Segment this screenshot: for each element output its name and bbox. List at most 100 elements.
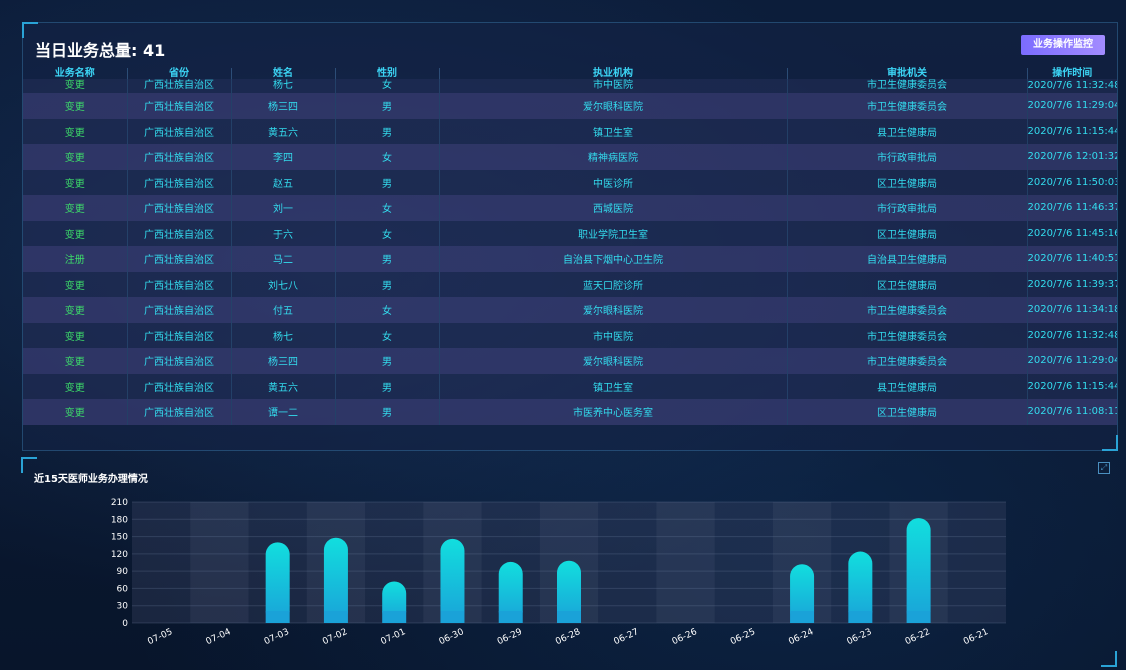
bar-base xyxy=(382,611,407,623)
table-cell: 广西壮族自治区 xyxy=(126,195,231,221)
business-monitor-button[interactable]: 业务操作监控 xyxy=(1021,35,1105,55)
table-cell: 区卫生健康局 xyxy=(786,220,1027,246)
table-cell: 市卫生健康委员会 xyxy=(786,79,1027,93)
table-body: 变更 广西壮族自治区 杨七女市中医院 市卫生健康委员会 2020/7/6 11:32:4… xyxy=(23,79,1117,425)
table-cell: 广西壮族自治区 xyxy=(126,118,231,144)
table-cell: 2020/7/6 11:15:44 xyxy=(1026,118,1117,144)
table-cell: 女 xyxy=(334,220,439,246)
table-row[interactable]: 变更 广西壮族自治区 黄五六男镇卫生室 县卫生健康局 2020/7/6 11:15:44 xyxy=(23,373,1117,399)
table-cell: 黄五六 xyxy=(230,373,335,399)
business-table-panel: 当日业务总量: 41 业务操作监控 业务名称 省份 姓名 性别 执业机构 审批机关 操作时间… xyxy=(22,22,1118,451)
column-header: 操作时间 xyxy=(1026,68,1117,79)
x-tick-label: 06-27 xyxy=(612,627,640,647)
corner-decoration xyxy=(21,457,37,473)
y-tick-label: 180 xyxy=(111,515,128,525)
chart-title: 近15天医师业务办理情况 xyxy=(34,474,148,485)
table-cell: 市中医院 xyxy=(438,79,787,93)
y-tick-label: 30 xyxy=(117,602,129,612)
table-cell: 爱尔眼科医院 xyxy=(438,297,787,323)
column-header: 姓名 xyxy=(230,68,335,79)
table-row[interactable]: 变更 广西壮族自治区 黄五六男镇卫生室 县卫生健康局 2020/7/6 11:15:44 xyxy=(23,118,1117,144)
x-tick-label: 06-24 xyxy=(787,627,815,647)
table-row[interactable]: 变更 广西壮族自治区 李四女精神病医院 市行政审批局 2020/7/6 12:01:32 xyxy=(23,144,1117,170)
x-tick-label: 07-01 xyxy=(379,627,407,647)
table-cell: 变更 xyxy=(23,144,127,170)
x-tick-label: 06-22 xyxy=(904,627,932,647)
table-cell: 男 xyxy=(334,373,439,399)
bar xyxy=(323,537,348,623)
x-tick-label: 07-05 xyxy=(146,627,174,647)
x-tick-label: 07-02 xyxy=(321,627,349,647)
bar-base xyxy=(557,611,581,623)
table-row[interactable]: 变更 广西壮族自治区 付五女爱尔眼科医院 市卫生健康委员会 2020/7/6 11:34… xyxy=(23,297,1117,323)
table-row[interactable]: 变更 广西壮族自治区 谭一二男市医养中心医务室 区卫生健康局 2020/7/6 11:0… xyxy=(23,399,1117,425)
bar xyxy=(440,538,465,623)
y-tick-label: 150 xyxy=(111,533,128,543)
table-cell: 2020/7/6 11:39:37 xyxy=(1026,271,1117,297)
table-cell: 广西壮族自治区 xyxy=(126,93,231,119)
table-cell: 广西壮族自治区 xyxy=(126,271,231,297)
table-cell: 广西壮族自治区 xyxy=(126,169,231,195)
expand-icon[interactable]: ⤢ xyxy=(1098,462,1110,474)
table-cell: 2020/7/6 11:29:04 xyxy=(1026,93,1117,119)
bar-base xyxy=(265,611,290,623)
table-row[interactable]: 变更 广西壮族自治区 刘七八男蓝天口腔诊所 区卫生健康局 2020/7/6 11:39:… xyxy=(23,271,1117,297)
table-row[interactable]: 变更 广西壮族自治区 赵五男中医诊所 区卫生健康局 2020/7/6 11:50:03 xyxy=(23,169,1117,195)
table-cell: 2020/7/6 11:45:16 xyxy=(1026,220,1117,246)
y-tick-label: 60 xyxy=(117,584,129,594)
bar-base xyxy=(790,611,815,623)
table-cell: 广西壮族自治区 xyxy=(126,246,231,272)
table-cell: 杨三四 xyxy=(230,348,335,374)
table-cell: 变更 xyxy=(23,348,127,374)
bar-base xyxy=(440,611,465,623)
table-cell: 县卫生健康局 xyxy=(786,373,1027,399)
table-row[interactable]: 变更 广西壮族自治区 杨七女市中医院 市卫生健康委员会 2020/7/6 11:32:4… xyxy=(23,79,1117,93)
table-row[interactable]: 变更 广西壮族自治区 杨三四男爱尔眼科医院 市卫生健康委员会 2020/7/6 11:2… xyxy=(23,348,1117,374)
table-cell: 男 xyxy=(334,271,439,297)
table-header-row: 业务名称 省份 姓名 性别 执业机构 审批机关 操作时间 xyxy=(23,68,1117,79)
table-cell: 变更 xyxy=(23,271,127,297)
table-cell: 自治县下烟中心卫生院 xyxy=(438,246,787,272)
table-cell: 镇卫生室 xyxy=(438,373,787,399)
y-tick-label: 210 xyxy=(111,498,128,508)
table-row[interactable]: 变更 广西壮族自治区 杨三四男爱尔眼科医院 市卫生健康委员会 2020/7/6 11:2… xyxy=(23,93,1117,119)
table-cell: 职业学院卫生室 xyxy=(438,220,787,246)
plot-band xyxy=(190,502,249,623)
table-cell: 变更 xyxy=(23,195,127,221)
table-cell: 男 xyxy=(334,399,439,425)
table-cell: 市卫生健康委员会 xyxy=(786,93,1027,119)
bar-base xyxy=(906,611,931,623)
y-tick-label: 0 xyxy=(122,619,128,629)
table-cell: 市卫生健康委员会 xyxy=(786,348,1027,374)
table-cell: 男 xyxy=(334,93,439,119)
table-cell: 杨七 xyxy=(230,322,335,348)
column-header: 性别 xyxy=(334,68,439,79)
table-cell: 赵五 xyxy=(230,169,335,195)
table-cell: 2020/7/6 11:29:04 xyxy=(1026,348,1117,374)
table-cell: 变更 xyxy=(23,297,127,323)
table-cell: 广西壮族自治区 xyxy=(126,79,231,93)
plot-band xyxy=(656,502,715,623)
table-row[interactable]: 变更 广西壮族自治区 于六女职业学院卫生室 区卫生健康局 2020/7/6 11:45:… xyxy=(23,220,1117,246)
table-cell: 男 xyxy=(334,118,439,144)
column-header: 省份 xyxy=(126,68,231,79)
column-header: 审批机关 xyxy=(786,68,1027,79)
table-cell: 男 xyxy=(334,246,439,272)
table-row[interactable]: 变更 广西壮族自治区 杨七女市中医院 市卫生健康委员会 2020/7/6 11:32:4… xyxy=(23,322,1117,348)
table-row[interactable]: 注册 广西壮族自治区 马二男自治县下烟中心卫生院 自治县卫生健康局 2020/7/6 1… xyxy=(23,246,1117,272)
table-cell: 女 xyxy=(334,195,439,221)
table-cell: 2020/7/6 11:32:48 xyxy=(1026,79,1117,93)
table-cell: 女 xyxy=(334,79,439,93)
table-cell: 马二 xyxy=(230,246,335,272)
table-cell: 女 xyxy=(334,322,439,348)
table-cell: 市医养中心医务室 xyxy=(438,399,787,425)
table-cell: 爱尔眼科医院 xyxy=(438,93,787,119)
table-row[interactable]: 变更 广西壮族自治区 刘一女西城医院 市行政审批局 2020/7/6 11:46:37 xyxy=(23,195,1117,221)
table-cell: 变更 xyxy=(23,322,127,348)
table-cell: 市卫生健康委员会 xyxy=(786,297,1027,323)
table-cell: 变更 xyxy=(23,93,127,119)
table-cell: 女 xyxy=(334,144,439,170)
table-cell: 广西壮族自治区 xyxy=(126,348,231,374)
bar xyxy=(557,560,581,623)
x-tick-label: 06-30 xyxy=(438,627,466,647)
